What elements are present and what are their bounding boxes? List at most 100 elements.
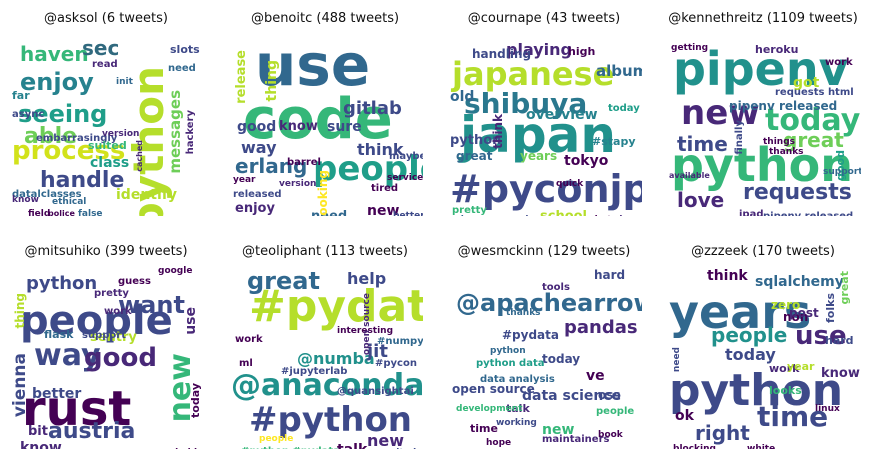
cloud-word: new [681, 93, 760, 133]
word-cloud: japanese japan shibuya #pyconjp playing album… [446, 30, 642, 216]
cloud-word: sqlalchemy [755, 274, 844, 290]
cloud-word: open source [452, 382, 535, 396]
wordcloud-panel: @teoliphant (113 tweets) #pydata @anaconda… [227, 243, 423, 449]
wordcloud-panel: @cournape (43 tweets) japanese japan shibuy… [446, 10, 642, 216]
cloud-word: think [707, 268, 748, 284]
cloud-word: new [367, 203, 400, 216]
panel-title: @mitsuhiko (399 tweets) [24, 244, 188, 259]
cloud-word: blocking [673, 444, 716, 450]
cloud-word: read [92, 59, 118, 70]
cloud-word: book [598, 430, 623, 440]
cloud-word: overview [526, 107, 598, 123]
cloud-word: interesting [337, 326, 394, 336]
wordcloud-panel: @kennethreitz (1109 tweets) pipenv python n… [665, 10, 861, 216]
word-cloud: #pydata @anacondainc#python great @numbajit… [227, 263, 423, 449]
cloud-word: hard [594, 268, 626, 282]
cloud-word: python [450, 133, 502, 148]
cloud-word: know [821, 366, 860, 381]
cloud-word: jit [367, 341, 388, 362]
cloud-word: field [28, 209, 51, 217]
word-cloud: pipenv python new today requests time love pipe… [665, 30, 861, 216]
cloud-word: know [12, 195, 39, 205]
cloud-word: #pydata [502, 328, 559, 342]
cloud-word: getting [671, 43, 709, 53]
cloud-word: work [235, 334, 263, 345]
word-cloud: rust people way good want new austria python vie… [8, 263, 204, 449]
panel-title: @benoitc (488 tweets) [250, 11, 400, 26]
cloud-word: help [347, 269, 387, 288]
cloud-word: japanese [452, 55, 615, 93]
cloud-word: maybe [389, 151, 423, 162]
cloud-word: service [387, 173, 423, 183]
cloud-word: hard [825, 334, 854, 347]
cloud-word: use [255, 31, 371, 99]
cloud-word: code [243, 87, 393, 152]
cloud-word: way [34, 338, 101, 373]
cloud-word: sure [327, 119, 362, 135]
cloud-word: pipenv released [763, 212, 853, 217]
cloud-word: enjoy [20, 68, 94, 96]
cloud-word: google [158, 266, 193, 276]
cloud-word: today [725, 345, 776, 364]
panel-title: @cournape (43 tweets) [467, 11, 621, 26]
cloud-word: sec [82, 36, 120, 60]
cloud-word: love [677, 188, 725, 212]
cloud-word: python [671, 138, 854, 192]
cloud-word: messages [166, 90, 184, 174]
cloud-word: finally [734, 120, 745, 155]
cloud-word: @numba [297, 349, 375, 368]
cloud-word: folks [824, 293, 837, 323]
word-cloud: python process seeing enjoy handle haven able s… [8, 30, 204, 216]
cloud-word: requests [743, 180, 852, 205]
cloud-word: good [237, 119, 277, 135]
cloud-word: good [84, 343, 157, 373]
cloud-word: people [20, 298, 173, 344]
cloud-word: ml [239, 358, 253, 369]
panel-title: @kennethreitz (1109 tweets) [668, 11, 858, 26]
panel-title: @asksol (6 tweets) [44, 11, 168, 26]
cloud-word: release [234, 50, 249, 104]
cloud-word: need [311, 210, 347, 216]
cloud-word: need [672, 347, 682, 373]
cloud-word: time [470, 422, 498, 435]
cloud-word: album [596, 62, 642, 80]
wordcloud-panel: @wesmckinn (129 tweets) @apachearrow panda… [446, 243, 642, 449]
cloud-word: seeing [18, 100, 108, 128]
cloud-word: #pydata [249, 281, 423, 332]
cloud-word: work [769, 362, 800, 375]
cloud-word: white [747, 444, 776, 450]
wordcloud-panel: @mitsuhiko (399 tweets) rust people way good… [8, 243, 204, 449]
cloud-word: better [32, 386, 82, 402]
cloud-word: #stapy [592, 135, 636, 148]
cloud-word: ok [675, 408, 694, 424]
cloud-word: #jupyterlab [281, 366, 348, 377]
cloud-word: pretty [452, 205, 487, 216]
cloud-word: talk [337, 443, 367, 449]
cloud-word: python [26, 273, 98, 294]
cloud-word: hope [486, 438, 512, 448]
cloud-word: pandas [564, 317, 638, 338]
wordcloud-panel: @zzzeek (170 tweets) years python time use pe… [665, 243, 861, 449]
word-cloud: @apachearrow pandas data science open sourc… [446, 263, 642, 449]
cloud-word: released [233, 189, 282, 200]
cloud-word: japan [460, 106, 617, 164]
cloud-word: @apachearrow [456, 289, 642, 317]
cloud-word: tokyo [564, 153, 609, 169]
cloud-word: austria [48, 419, 136, 444]
cloud-word: @quansightai [337, 386, 414, 397]
cloud-word: able [24, 124, 78, 149]
cloud-word: bit [28, 424, 48, 439]
cloud-word: requests html [775, 87, 854, 98]
cloud-word: people [596, 406, 635, 417]
cloud-word: thing [13, 293, 27, 329]
cloud-word: playing [506, 40, 572, 59]
cloud-word: right [695, 421, 750, 445]
cloud-word: today [608, 103, 640, 114]
cloud-word: python [490, 346, 526, 356]
cloud-word: zero [771, 298, 801, 312]
cloud-word: haven [20, 42, 89, 66]
cloud-word: talk [506, 402, 530, 415]
cloud-word: far [12, 89, 30, 102]
cloud-word: thing [264, 60, 280, 102]
cloud-word: vienna [10, 353, 30, 418]
